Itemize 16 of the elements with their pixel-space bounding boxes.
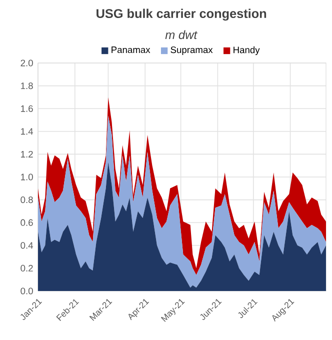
y-tick-label: 0.2 <box>20 264 33 272</box>
y-tick-label: 0.6 <box>20 219 33 226</box>
y-tick-label: 1.8 <box>21 82 33 90</box>
y-tick-label: 0.4 <box>20 242 34 249</box>
legend-label: Handy <box>234 46 260 56</box>
legend-label: Supramax <box>170 46 213 55</box>
y-tick-label: 1.6 <box>21 105 33 112</box>
y-tick-label: 0.0 <box>20 288 33 294</box>
y-tick-label: 1.0 <box>21 174 33 180</box>
y-tick-label: 2.0 <box>20 60 33 66</box>
y-tick-label: 0.8 <box>20 196 33 204</box>
y-tick-label: 1.2 <box>21 150 33 158</box>
chart-subtitle: m dwt <box>165 30 198 40</box>
chart-title: USG bulk carrier congestion <box>96 8 266 21</box>
legend-label: Panamax <box>112 46 150 54</box>
y-tick-label: 1.4 <box>21 128 34 135</box>
